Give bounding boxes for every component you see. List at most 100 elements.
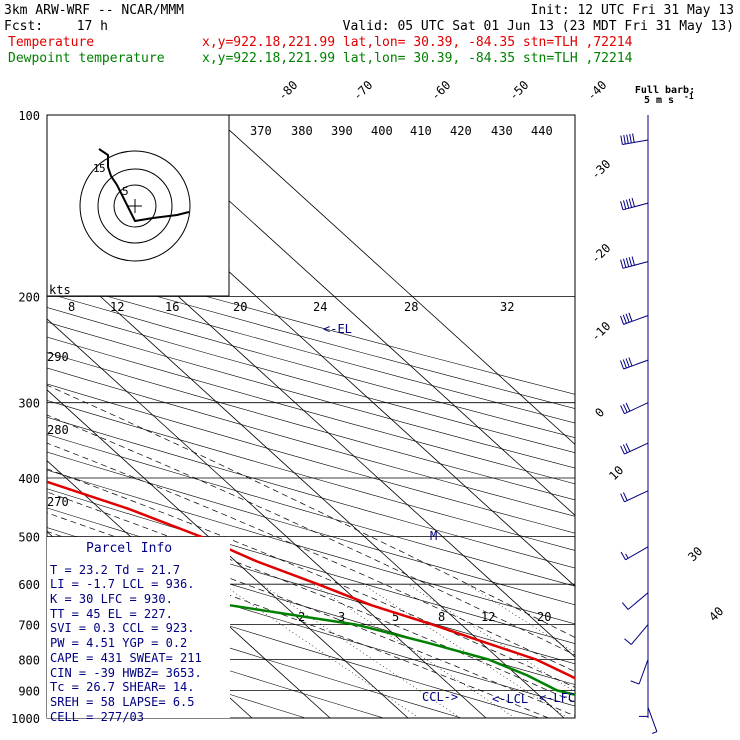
hodograph-height-label: 5 [122,185,129,198]
wind-barb-flag [620,315,625,325]
wind-barb [620,490,649,503]
dry-adiabat-line [47,264,575,409]
dry-adiabat-line [47,451,575,606]
parcel-info-row: TT = 45 EL = 227. [50,607,173,621]
wind-barb-half-flag [625,553,629,559]
parcel-info-row: PW = 4.51 YGP = 0.2 [50,636,187,650]
wind-barb-flag [625,313,630,323]
wind-barb [630,659,649,685]
wind-barb [620,133,649,145]
isotherm-line [134,115,575,516]
parcel-info-panel: Parcel Info T = 23.2 Td = 21.7 LI = -1.7… [47,537,230,724]
wind-barb-flag [625,402,631,412]
pressure-label: 800 [18,654,40,668]
wind-barb-flag [620,493,625,503]
dry-adiabat-line [47,336,575,485]
dewpoint-location: x,y=922.18,221.99 lat,lon= 30.39, -84.35… [202,51,633,66]
speed-label: 8 [68,300,75,314]
wind-barb-flag [629,133,632,143]
wind-barb-flag [622,359,627,369]
dry-adiabat-line [47,434,575,587]
wind-barb-flag [620,551,626,561]
forecast-hour: 17 h [77,19,108,34]
barb-legend-line1: Full barb: [635,85,695,96]
dry-adiabat-line [47,612,384,719]
wind-barb-flag [622,492,628,501]
pressure-label: 100 [18,109,40,123]
model-title: 3km ARW-WRF -- NCAR/MMM [4,3,184,18]
parcel-info-row: SREH = 58 LAPSE= 6.5 [50,695,195,709]
speed-label: 24 [313,300,327,314]
speed-label: 20 [233,300,247,314]
isotherm-label: -20 [588,241,613,266]
theta-label: 390 [331,124,353,138]
wind-barb-flag [620,135,623,145]
theta-label: 400 [371,124,393,138]
parcel-info-row: CIN = -39 HWBZ= 3653. [50,666,202,680]
wind-barb-flag [628,357,633,367]
barb-legend-line2: 5 m s [644,95,674,106]
parcel-info-row: CELL = 277/03 [50,710,144,724]
lcl-marker: <-LCL [492,692,528,706]
wind-barb-shaft [638,659,649,685]
theta-side-label: 280 [47,423,69,437]
wind-barb [620,312,649,325]
wind-barb-flag [620,201,624,210]
mixing-ratio-line [222,583,420,719]
wind-barb-flag [631,197,635,207]
theta-label: 420 [450,124,472,138]
wind-barb-flag [622,314,627,324]
theta-label: 370 [250,124,272,138]
valid-time: Valid: 05 UTC Sat 01 Jun 13 (23 MDT Fri … [343,19,734,34]
sounding-traces [47,480,575,697]
isotherm-label: -60 [428,78,453,103]
wind-barb-flag [628,312,633,322]
isotherm-line [0,115,18,718]
dry-adiabat-line [47,307,575,454]
mixing-ratio-label: 5 [392,610,399,624]
wind-barb-flag [630,680,640,685]
moist-adiabat-line [47,384,575,638]
speed-label: 28 [404,300,418,314]
isotherm-label: -50 [506,78,531,103]
dry-adiabat-line [47,589,462,719]
mixing-ratio-label: 12 [481,610,495,624]
wind-barb-flag [624,638,632,645]
moist-adiabat-line [47,414,575,656]
wind-barb-shaft [624,402,649,415]
pressure-label: 700 [18,619,40,633]
parcel-info-row: SVI = 0.3 CCL = 923. [50,621,195,635]
theta-label: 380 [291,124,313,138]
isotherm-label: -30 [588,157,613,182]
isotherm-label: 0 [592,405,607,420]
mixing-ratio-line [261,583,461,719]
wind-barb-flag [632,133,635,143]
dry-adiabat-line [47,321,575,469]
wind-barb-flag [625,199,630,209]
theta-label: 440 [531,124,553,138]
wind-barb-shaft [624,442,649,455]
hodograph-height-label: 5 [99,162,106,175]
wind-barb-shaft [622,139,649,145]
mixing-ratio-line [312,583,516,719]
parcel-info-row: K = 30 LFC = 930. [50,592,173,606]
hodograph: 1 5 5 [46,114,230,297]
lfc-marker: <-LFC [539,691,575,705]
wind-barb-shaft [630,624,649,645]
pressure-label: 500 [18,531,40,545]
init-time: Init: 12 UTC Fri 31 May 13 [531,3,735,18]
parcel-info-background [47,537,230,718]
wind-barb [620,546,649,561]
wind-barb-flag [620,445,625,455]
wind-barb-shaft [622,261,649,269]
wind-barb [620,357,649,370]
dry-adiabat-line [47,251,575,395]
pressure-label: 1000 [11,712,40,726]
isotherm-label: 10 [606,463,626,483]
barb-legend-superscript: -1 [684,92,694,101]
parcel-info-row: Tc = 26.7 SHEAR= 14. [50,680,195,694]
wind-barb [620,197,649,211]
hodograph-units: kts [49,283,71,297]
wind-barb [620,402,649,415]
